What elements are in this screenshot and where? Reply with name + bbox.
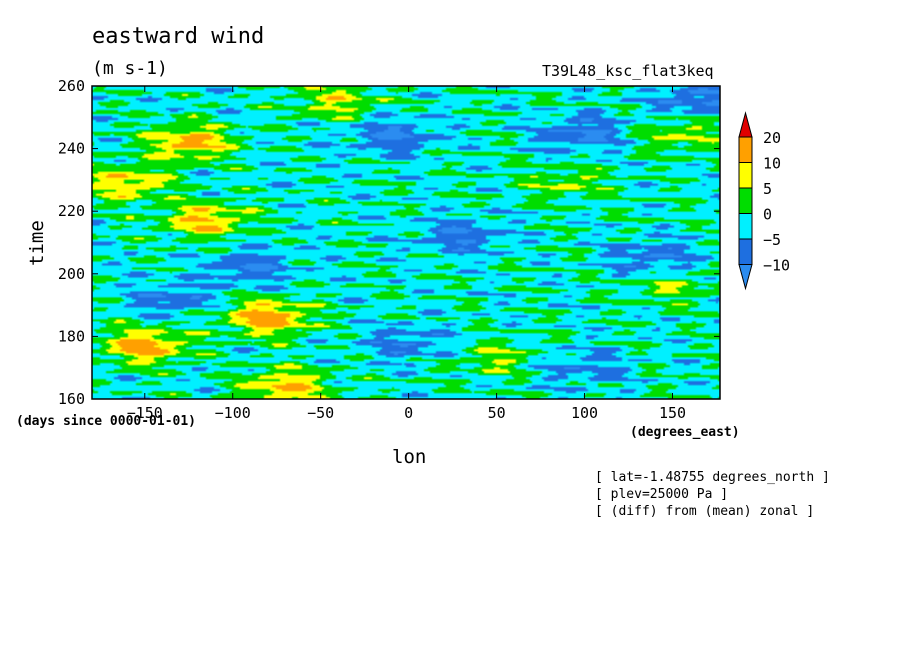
y-tick-label: 260: [58, 77, 85, 95]
y-axis-label: time: [26, 220, 48, 266]
colorbar-segment: [738, 187, 753, 214]
colorbar-lower-triangle: [738, 264, 753, 291]
colorbar-tick-label: −10: [763, 257, 790, 275]
colorbar-tick-label: 10: [763, 155, 781, 173]
x-tick-label: −50: [307, 404, 334, 422]
y-tick-label: 160: [58, 390, 85, 408]
plot-frame: [91, 85, 721, 400]
colorbar-tick-label: −5: [763, 231, 781, 249]
x-tick-label: 100: [571, 404, 598, 422]
x-axis-units: (degrees_east): [630, 425, 740, 440]
colorbar-segment: [738, 238, 753, 265]
run-label: T39L48_ksc_flat3keq: [542, 62, 714, 80]
x-tick-label: 50: [488, 404, 506, 422]
colorbar: 20 10 5 0 −5 −10: [738, 111, 790, 291]
y-tick-label: 220: [58, 202, 85, 220]
contour-field: [92, 86, 720, 399]
colorbar-segment: [738, 136, 753, 163]
colorbar-tick-label: 5: [763, 180, 772, 198]
annotation-plev: [ plev=25000 Pa ]: [595, 487, 729, 502]
colorbar-segment: [738, 213, 753, 240]
colorbar-upper-triangle: [738, 111, 753, 138]
x-tick-label: 0: [404, 404, 413, 422]
annotation-lat: [ lat=-1.48755 degrees_north ]: [595, 470, 830, 485]
x-tick-label: −100: [215, 404, 251, 422]
colorbar-tick-label: 0: [763, 206, 772, 224]
x-tick-label: −150: [127, 404, 163, 422]
y-axis-units: (days since 0000-01-01): [16, 414, 197, 429]
x-axis-label: lon: [392, 446, 427, 468]
y-tick-label: 240: [58, 140, 85, 158]
annotation-diff: [ (diff) from (mean) zonal ]: [595, 504, 815, 519]
chart-title: eastward wind: [92, 24, 265, 49]
x-tick-label: 150: [659, 404, 686, 422]
chart-units: (m s-1): [92, 58, 168, 79]
y-tick-label: 180: [58, 327, 85, 345]
colorbar-tick-label: 20: [763, 129, 781, 147]
y-tick-label: 200: [58, 265, 85, 283]
colorbar-segment: [738, 162, 753, 189]
